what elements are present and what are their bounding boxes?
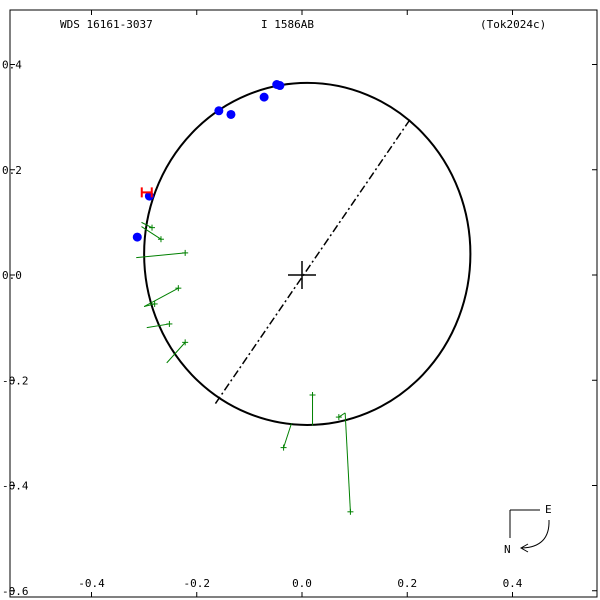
compass-north-label: N bbox=[504, 543, 511, 556]
residual-line bbox=[141, 226, 162, 240]
residual-segments bbox=[136, 221, 354, 515]
y-tick-label: 0.2 bbox=[2, 164, 22, 177]
measurement-point bbox=[132, 232, 142, 242]
residual-line bbox=[141, 221, 153, 229]
y-tick-label: -0.6 bbox=[2, 585, 29, 598]
compass-arrow bbox=[521, 519, 550, 549]
compass-axes bbox=[509, 509, 540, 538]
y-tick-label: 0.4 bbox=[2, 59, 22, 72]
compass-arrowhead bbox=[519, 543, 529, 553]
discoverer-label: I 1586AB bbox=[261, 18, 314, 31]
measurement-points bbox=[132, 79, 285, 242]
x-tick-label: 0.4 bbox=[503, 577, 523, 590]
x-tick-label: 0.2 bbox=[397, 577, 417, 590]
measurement-point bbox=[214, 106, 224, 116]
measurement-point bbox=[272, 79, 282, 89]
primary-star-cross bbox=[288, 261, 316, 289]
designation-label: WDS 16161-3037 bbox=[60, 18, 153, 31]
residual-line bbox=[143, 287, 179, 308]
x-tick-label: -0.2 bbox=[184, 577, 211, 590]
measurement-point bbox=[226, 109, 236, 119]
compass: E N bbox=[504, 503, 552, 556]
orbit-ellipse-group bbox=[143, 81, 472, 426]
x-tick-label: -0.4 bbox=[78, 577, 105, 590]
compass-east-label: E bbox=[545, 503, 552, 516]
y-tick-label: 0.0 bbox=[2, 269, 22, 282]
residual-line bbox=[338, 412, 346, 418]
line-of-nodes-segment bbox=[214, 119, 411, 405]
y-tick-label: -0.2 bbox=[2, 374, 29, 387]
y-tick-label: -0.4 bbox=[2, 480, 29, 493]
first-measure-marker bbox=[140, 187, 153, 198]
x-tick-label: 0.0 bbox=[292, 577, 312, 590]
first-measure-marker-group bbox=[140, 187, 153, 198]
orbit-ellipse bbox=[143, 81, 472, 426]
residual-line bbox=[136, 252, 186, 259]
residual-line bbox=[146, 323, 170, 329]
residual-line bbox=[283, 423, 292, 448]
measurement-point bbox=[259, 92, 269, 102]
plot-frame bbox=[9, 9, 598, 598]
axis-ticks: -0.4 -0.2 0.0 0.2 0.4 0.4 0.2 0.0 -0.2 -0.4 -0.6 bbox=[2, 10, 597, 598]
reference-label: (Tok2024c) bbox=[480, 18, 546, 31]
line-of-nodes bbox=[214, 119, 411, 405]
residual-line bbox=[344, 412, 351, 512]
residual-line bbox=[166, 342, 186, 364]
